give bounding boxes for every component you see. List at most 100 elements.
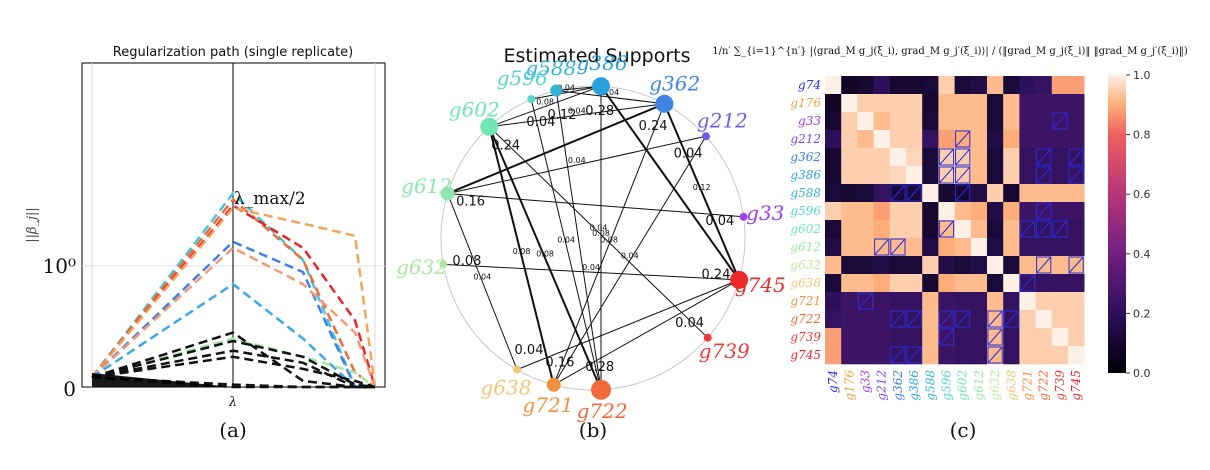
heatmap-cell: [889, 112, 907, 131]
heatmap-cell: [1068, 76, 1085, 95]
node-weight-g602: 0.24: [491, 138, 520, 153]
col-label-g722: g722: [1037, 370, 1051, 401]
heatmap-cell: [906, 202, 923, 221]
hatched-cell: [938, 310, 955, 328]
heatmap-cell: [970, 148, 988, 167]
colorbar-tick-label: 0.0: [1133, 367, 1151, 380]
heatmap-cell: [987, 112, 1004, 131]
heatmap-cell: [1019, 292, 1036, 311]
hatched-cell: [938, 148, 955, 166]
colorbar-ticks: 0.0 0.2 0.4 0.6 0.8 1.0: [1126, 69, 1151, 380]
edge-9: [447, 193, 744, 218]
hatch-line: [987, 310, 1003, 328]
col-label-g176: g176: [842, 370, 856, 401]
heatmap-cell: [954, 94, 972, 113]
edge-weight-label: 0.04: [473, 273, 491, 282]
heatmap-cell: [1068, 274, 1085, 293]
heatmap-cell: [1003, 346, 1020, 365]
hatch-line: [939, 310, 954, 328]
heatmap-cell: [906, 292, 923, 311]
heatmap-cell: [922, 76, 939, 95]
hatch-line: [939, 148, 954, 166]
hatch-line: [987, 346, 1003, 364]
edge-20: [516, 279, 740, 371]
edge-weight-label: 0.08: [600, 235, 618, 244]
edge-weight-label: 0.04: [568, 106, 586, 115]
heatmap-cell: [1019, 184, 1036, 203]
node-label-g212: g212: [697, 109, 748, 133]
heatmap-cell: [873, 328, 891, 347]
colorbar-tick-label: 0.6: [1133, 188, 1151, 201]
heatmap-cell: [987, 220, 1004, 239]
heatmap-cell: [1019, 346, 1036, 365]
panel-label-b: (b): [578, 418, 608, 442]
row-label-g33: g33: [798, 114, 821, 128]
heatmap-cell: [873, 148, 891, 167]
edge-weight-label: 0.08: [536, 98, 554, 107]
heatmap-cell: [1035, 112, 1053, 131]
heatmap-cell: [841, 130, 858, 149]
col-label-g596: g596: [940, 370, 954, 401]
heatmap-cell: [857, 184, 874, 203]
node-g739: [703, 333, 712, 342]
hatched-cell: [874, 238, 890, 256]
node-g212: [702, 132, 710, 141]
heatmap-cell: [873, 292, 891, 311]
heatmap-cell: [987, 238, 1004, 257]
heatmap-cell: [922, 238, 939, 257]
hatched-cell: [987, 328, 1003, 346]
row-label-g588: g588: [790, 186, 821, 200]
heatmap-cell: [841, 256, 858, 275]
edge-17: [447, 193, 518, 370]
hatched-cell: [938, 220, 955, 238]
heatmap-cell: [1019, 256, 1036, 275]
heatmap-cell: [873, 256, 891, 275]
hatch-line: [890, 184, 906, 202]
hatch-line: [939, 166, 954, 184]
heatmap-cell: [954, 256, 972, 275]
heatmap-cells: [825, 76, 1085, 365]
heatmap-cell: [922, 292, 939, 311]
hatch-line: [906, 346, 922, 364]
edge-0: [556, 90, 665, 105]
edge-11: [489, 103, 665, 128]
node-label-g739: g739: [699, 339, 750, 363]
path-series-6: [91, 282, 375, 389]
node-label-g638: g638: [481, 376, 532, 400]
edge-3: [600, 85, 740, 281]
row-label-g602: g602: [790, 222, 821, 236]
hatched-cell: [1068, 148, 1084, 166]
heatmap-cell: [1035, 184, 1053, 203]
heatmap-cell: [906, 130, 923, 149]
hatched-cell: [955, 130, 971, 148]
heatmap-cell: [1019, 238, 1036, 257]
edge-16: [443, 263, 740, 281]
col-label-g588: g588: [923, 370, 937, 401]
row-label-g74: g74: [798, 78, 821, 92]
heatmap-cell: [841, 76, 858, 95]
node-label-g632: g632: [396, 255, 447, 279]
edge-12: [488, 126, 602, 391]
node-label-g588: g588: [525, 56, 576, 80]
edge-8: [447, 135, 707, 195]
heatmap-cell: [1051, 184, 1069, 203]
node-g588: [550, 84, 563, 97]
heatmap-cell: [1003, 184, 1020, 203]
hatch-line: [1068, 148, 1084, 166]
edge-2: [531, 85, 602, 100]
heatmap-cell: [938, 292, 955, 311]
hatch-line: [858, 292, 873, 310]
heatmap-cell: [906, 166, 923, 185]
heatmap-cell: [1035, 310, 1053, 329]
edge-weight-label: 0.08: [592, 229, 610, 238]
hatched-cell: [890, 184, 906, 202]
heatmap-cell: [841, 346, 858, 365]
node-weight-g386: 0.28: [585, 104, 614, 119]
heatmap-cell: [841, 328, 858, 347]
heatmap-cell: [1035, 328, 1053, 347]
heatmap-cell: [889, 274, 907, 293]
row-label-g721: g721: [790, 294, 821, 308]
heatmap-cell: [825, 292, 842, 311]
panel-c-title: 1/n′ ∑_{i=1}^{n′} |⟨grad_M g_j(ξ_i), gra…: [712, 46, 1188, 57]
heatmap-cell: [954, 292, 972, 311]
